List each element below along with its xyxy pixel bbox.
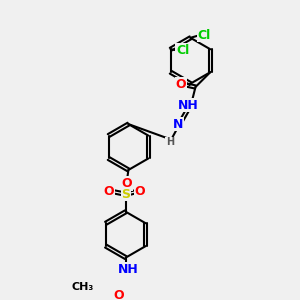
- Text: O: O: [176, 78, 187, 91]
- Text: H: H: [166, 137, 174, 147]
- Text: N: N: [173, 118, 184, 131]
- Text: CH₃: CH₃: [72, 282, 94, 292]
- Text: Cl: Cl: [197, 28, 211, 42]
- Text: S: S: [121, 188, 130, 201]
- Text: NH: NH: [178, 99, 199, 112]
- Text: NH: NH: [118, 263, 139, 276]
- Text: O: O: [134, 185, 145, 198]
- Text: Cl: Cl: [176, 44, 189, 57]
- Text: O: O: [122, 177, 132, 190]
- Text: O: O: [114, 289, 124, 300]
- Text: O: O: [104, 185, 114, 198]
